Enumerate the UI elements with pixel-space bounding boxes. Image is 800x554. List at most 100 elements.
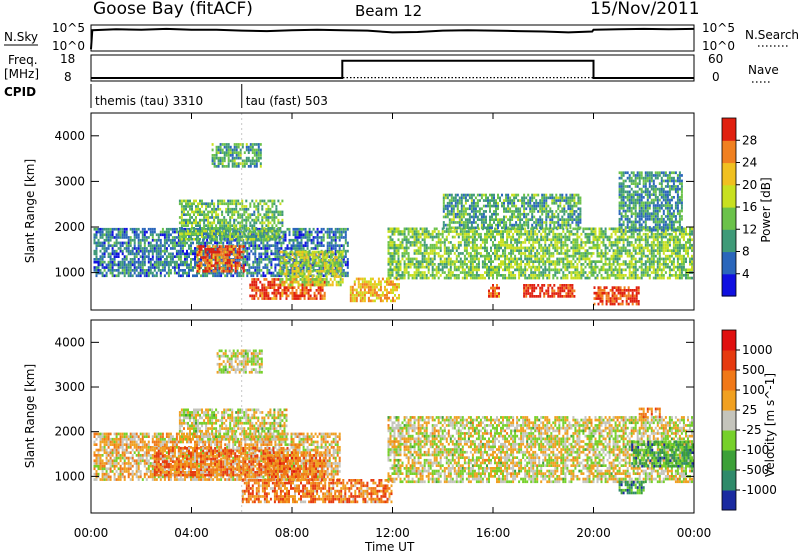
power-cell [524,257,527,261]
power-cell [212,248,215,251]
power-cell [361,277,364,281]
power-cell [465,276,468,280]
power-cell [598,252,601,255]
power-cell [293,261,296,265]
power-cell [169,238,172,242]
power-cell [335,264,338,268]
power-cell [590,241,593,244]
power-cell [231,213,234,216]
power-cell [532,238,535,242]
power-cell [337,258,340,262]
power-cell [339,272,342,276]
power-cell [119,241,122,245]
power-cell [192,241,194,245]
power-cell [151,230,154,234]
power-cell [163,230,166,234]
power-cell [608,276,611,280]
power-cell [293,297,296,300]
power-cell [510,260,513,263]
power-cell [243,159,246,163]
power-cell [532,249,535,252]
power-cell [145,274,148,278]
power-cell [303,272,306,276]
power-cell [309,272,312,276]
power-cell [580,232,583,236]
power-cell [103,244,106,247]
power-cell [179,247,182,250]
power-cell [223,237,226,241]
power-cell [407,276,410,280]
power-cell [441,260,444,263]
power-cell [279,261,282,265]
power-cell [244,244,247,247]
power-cell [213,202,216,206]
power-cell [204,248,207,251]
power-cell [590,265,593,269]
power-cell [149,260,152,264]
power-cell [411,260,414,263]
power-cell [479,254,482,258]
power-cell [261,216,264,219]
power-cell [598,235,601,239]
power-cell [387,271,390,274]
power-cell [355,294,358,297]
power-cell [488,235,490,239]
power-cell [119,263,122,267]
power-cell [239,216,242,219]
power-cell [481,263,484,266]
power-cell [423,257,426,261]
power-cell [323,261,326,265]
power-cell [199,227,201,230]
power-cell [465,243,468,247]
power-cell [199,229,201,233]
power-cell [322,238,325,242]
power-cell [245,205,248,208]
power-cell [377,294,380,297]
power-cell [586,252,589,255]
power-cell [119,227,122,231]
power-cell [475,265,478,269]
power-cell [229,224,232,227]
power-cell [508,252,511,255]
power-cell [508,232,511,236]
power-cell [608,241,611,244]
power-cell [198,271,200,275]
power-cell [528,254,531,258]
power-cell [221,162,224,165]
power-cell [566,254,569,258]
power-cell [306,233,309,237]
power-cell [564,238,567,242]
power-cell [334,244,337,247]
power-cell [311,250,314,254]
power-cell [232,245,235,248]
power-cell [317,272,320,276]
power-cell [216,271,219,275]
power-cell [399,232,402,236]
power-cell [215,237,218,241]
power-cell [323,258,326,262]
power-cell [477,232,480,236]
power-cell [598,271,601,274]
power-cell [195,237,197,241]
power-cell [119,236,122,239]
power-cell [196,250,199,254]
power-cell [198,267,201,270]
power-cell [149,233,152,237]
power-cell [626,276,629,280]
power-cell [196,264,199,268]
power-cell [193,202,195,206]
power-cell [296,227,299,231]
power-cell [498,263,500,266]
power-cell [564,274,567,277]
power-cell [217,232,220,236]
power-cell [546,268,549,272]
power-cell [291,269,294,273]
power-cell [171,238,174,242]
power-cell [568,249,571,252]
power-cell [229,227,232,230]
power-cell [145,255,148,258]
power-cell [584,241,587,244]
power-cell [187,224,189,227]
power-cell [133,263,136,267]
power-cell [257,143,260,146]
